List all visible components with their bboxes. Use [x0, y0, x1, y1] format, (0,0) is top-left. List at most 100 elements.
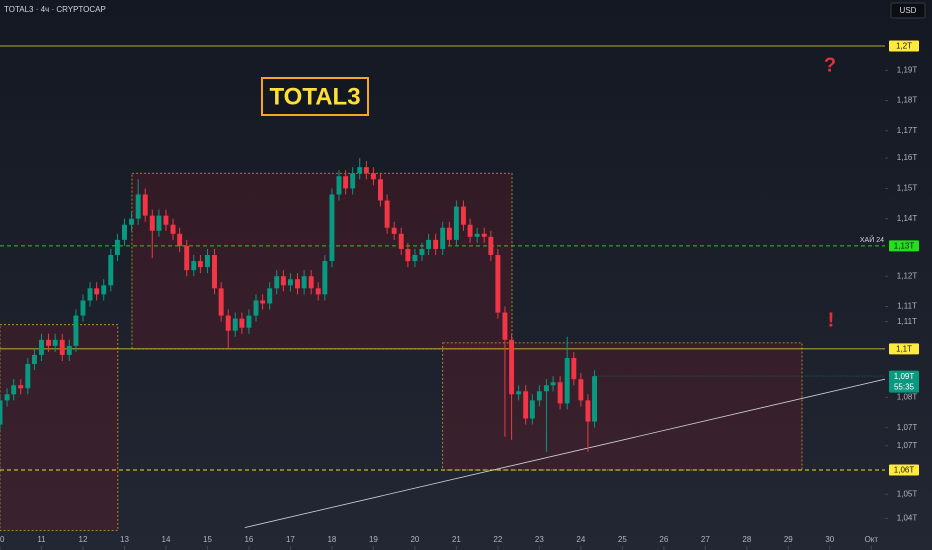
level-label-box: [889, 40, 919, 52]
y-tick-label: 1,14T: [897, 214, 918, 223]
x-tick-label: 26: [659, 535, 668, 544]
candle-body: [370, 173, 376, 180]
level-label-box: [889, 240, 919, 252]
candle-body: [426, 239, 432, 249]
candle-body: [453, 206, 459, 240]
x-tick-label: 18: [327, 535, 336, 544]
candle-body: [253, 300, 259, 316]
candle-body: [446, 227, 452, 240]
candle-body: [260, 300, 266, 304]
x-tick-label: 27: [701, 535, 710, 544]
level-label-box: [889, 464, 919, 476]
candle-body: [502, 312, 508, 340]
chart-title: TOTAL3 · 4ч · CRYPTOCAP: [4, 5, 106, 14]
candle-body: [232, 318, 238, 331]
badge-box: [261, 77, 369, 116]
x-tick-label: 24: [576, 535, 585, 544]
countdown: 55:35: [894, 382, 915, 391]
candle-body: [163, 215, 169, 225]
y-tick-label: 1,16T: [897, 153, 918, 162]
candle-body: [156, 215, 162, 231]
y-tick-label: 1,12T: [897, 271, 918, 280]
trendline: [244, 378, 886, 528]
candle-body: [274, 276, 280, 289]
candle-body: [94, 288, 100, 295]
candle-body: [177, 233, 183, 246]
zone: [442, 342, 803, 471]
candle-body: [460, 206, 466, 225]
zone: [0, 324, 119, 532]
candle-body: [523, 391, 529, 419]
y-tick-label: 1,18T: [897, 96, 918, 105]
y-tick-label: 1,05T: [897, 489, 918, 498]
x-tick-label: 13: [120, 535, 129, 544]
candle-body: [329, 194, 335, 262]
candle-body: [509, 339, 515, 395]
y-tick-label: 1,11T: [897, 317, 917, 326]
candle-body: [557, 382, 563, 404]
badge-text: TOTAL3: [269, 83, 360, 110]
candle-body: [149, 215, 155, 231]
currency-button[interactable]: [890, 2, 926, 19]
candle-body: [184, 245, 190, 271]
candle-body: [142, 194, 148, 216]
candle-body: [398, 233, 404, 249]
candle-body: [39, 339, 44, 355]
candle-body: [536, 391, 542, 401]
candle-body: [267, 288, 273, 304]
candle-body: [467, 224, 473, 237]
level-label-box: [889, 343, 919, 355]
x-tick-label: 12: [79, 535, 88, 544]
candle-body: [336, 176, 342, 195]
level-label: 1,06T: [894, 466, 915, 475]
candle-body: [391, 227, 397, 234]
x-tick-label: 17: [286, 535, 295, 544]
candle-body: [363, 167, 369, 174]
candle-body: [87, 288, 93, 301]
currency-label[interactable]: USD: [900, 6, 917, 15]
candle-body: [212, 255, 217, 289]
candle-body: [197, 261, 203, 268]
y-tick-label: 1,17T: [897, 126, 918, 135]
x-tick-label: 14: [162, 535, 171, 544]
candle-body: [52, 339, 58, 346]
exclamation-mark: !: [828, 309, 835, 331]
candle-body: [122, 224, 127, 240]
candle-body: [405, 248, 411, 262]
level-label: 1,2T: [896, 42, 912, 51]
candle-body: [322, 261, 328, 295]
x-tick-label: 23: [535, 535, 544, 544]
candle-body: [287, 279, 293, 286]
candle-body: [4, 394, 10, 401]
candle-body: [280, 276, 286, 286]
x-tick-label: 11: [37, 535, 46, 544]
candle-body: [585, 400, 591, 422]
candle-body: [578, 379, 584, 401]
question-mark: ?: [824, 54, 836, 76]
x-tick-label: 29: [784, 535, 793, 544]
candle-body: [384, 200, 390, 228]
y-tick-label: 1,07T: [897, 423, 918, 432]
candle-body: [474, 233, 480, 237]
candle-body: [433, 239, 439, 249]
candle-body: [488, 236, 494, 256]
candle-body: [350, 173, 356, 189]
y-tick-label: 1,11T: [897, 302, 917, 311]
x-tick-label: 19: [369, 535, 378, 544]
candle-body: [495, 255, 501, 313]
candle-body: [0, 400, 3, 425]
level-label: 1,1T: [896, 345, 912, 354]
candle-body: [315, 288, 321, 295]
candle-body: [301, 276, 307, 289]
candle-body: [239, 318, 245, 328]
candle-body: [170, 224, 176, 234]
candle-body: [129, 218, 134, 225]
candle-body: [66, 345, 72, 355]
candle-body: [592, 376, 598, 422]
x-tick-label: 20: [410, 535, 419, 544]
candle-body: [571, 357, 577, 380]
x-tick-label: 30: [825, 535, 834, 544]
candle-body: [343, 176, 349, 189]
